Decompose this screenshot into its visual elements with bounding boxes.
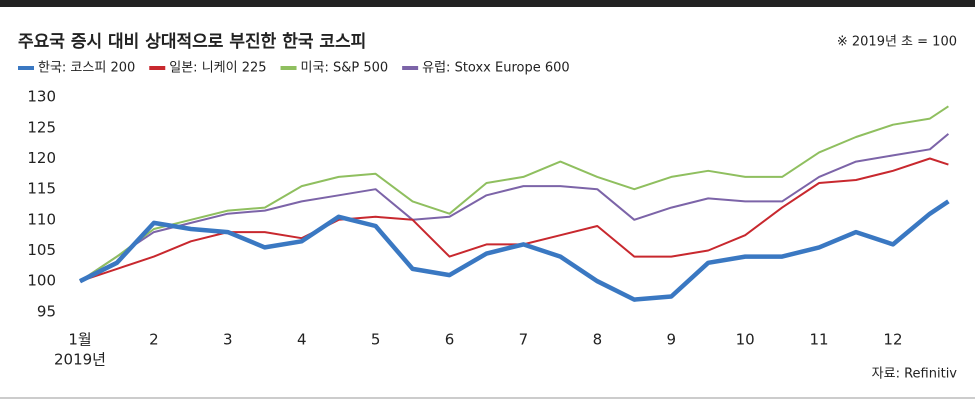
x-tick-label: 4 (297, 331, 307, 349)
x-tick-label: 12 (883, 331, 902, 349)
top-bar (0, 0, 975, 7)
y-tick-label: 130 (27, 88, 56, 106)
y-tick-label: 105 (27, 241, 56, 259)
x-tick-label: 6 (445, 331, 455, 349)
y-tick-label: 95 (37, 302, 56, 320)
y-tick-label: 120 (27, 149, 56, 167)
legend-label: 유럽: Stoxx Europe 600 (422, 61, 570, 76)
x-tick-label: 9 (666, 331, 676, 349)
y-tick-label: 100 (27, 272, 56, 290)
x-tick-label: 8 (593, 331, 603, 349)
legend-label: 일본: 니케이 225 (169, 61, 266, 76)
source: 자료: Refinitiv (872, 367, 958, 382)
legend-label: 한국: 코스피 200 (38, 61, 135, 76)
note: ※ 2019년 초 = 100 (837, 35, 957, 50)
x-tick-label: 5 (371, 331, 381, 349)
series-line (79, 105, 949, 283)
chart-title: 주요국 증시 대비 상대적으로 부진한 한국 코스피 (18, 32, 366, 52)
x-tick-label: 2 (149, 331, 159, 349)
y-tick-label: 125 (27, 118, 56, 136)
x-tick-label: 1월 (68, 331, 91, 349)
x-tick-label: 3 (223, 331, 233, 349)
y-tick-label: 115 (27, 180, 56, 198)
x-tick-label: 11 (810, 331, 829, 349)
x-tick-label: 7 (519, 331, 529, 349)
series-line (78, 199, 950, 302)
x-axis-label: 2019년 (54, 351, 106, 369)
series-line (79, 133, 950, 283)
y-tick-label: 110 (27, 210, 56, 228)
x-tick-label: 10 (736, 331, 755, 349)
legend-label: 미국: S&P 500 (301, 61, 389, 76)
